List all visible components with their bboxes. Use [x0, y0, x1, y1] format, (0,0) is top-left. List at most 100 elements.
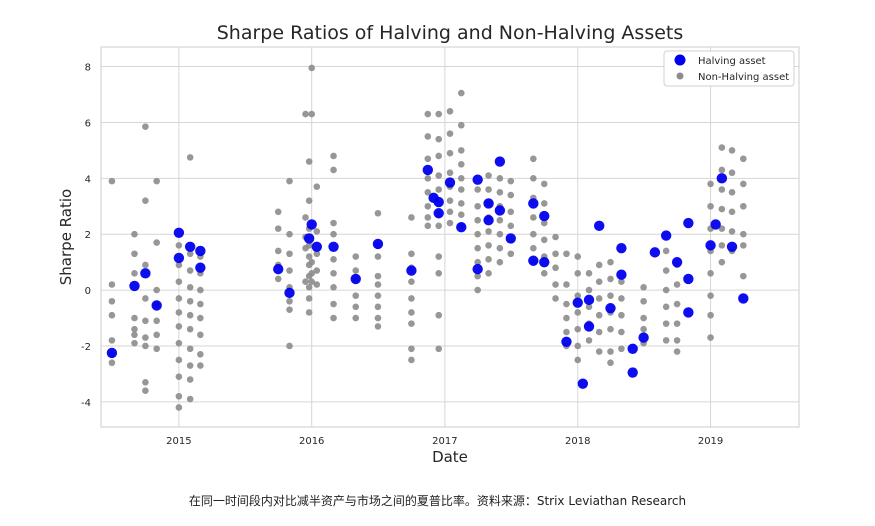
- halving-point: [561, 336, 572, 347]
- non-halving-point: [740, 155, 747, 163]
- non-halving-point: [457, 121, 465, 129]
- non-halving-point: [474, 216, 481, 224]
- non-halving-point: [507, 177, 515, 185]
- non-halving-point: [707, 334, 714, 341]
- halving-point: [726, 241, 738, 252]
- non-halving-point: [607, 258, 614, 266]
- y-tick-label: 8: [85, 63, 91, 74]
- non-halving-point: [618, 328, 625, 336]
- non-halving-point: [607, 359, 614, 367]
- non-halving-point: [330, 219, 337, 227]
- halving-point: [539, 210, 550, 222]
- non-halving-point: [197, 314, 204, 322]
- non-halving-point: [435, 222, 443, 230]
- non-halving-point: [305, 197, 313, 204]
- non-halving-point: [496, 258, 504, 266]
- x-tick-label: 2016: [299, 436, 324, 447]
- non-halving-point: [530, 230, 537, 238]
- non-halving-point: [186, 297, 194, 305]
- halving-point: [284, 287, 295, 299]
- non-halving-point: [552, 295, 559, 302]
- non-halving-point: [707, 202, 714, 210]
- non-halving-point: [424, 133, 432, 140]
- non-halving-point: [640, 283, 647, 291]
- x-tick-label: 2018: [565, 436, 590, 447]
- halving-point: [627, 343, 638, 354]
- halving-point: [738, 293, 749, 304]
- non-halving-point: [408, 250, 415, 258]
- halving-point: [505, 233, 516, 244]
- non-halving-point: [435, 110, 443, 118]
- non-halving-point: [595, 278, 603, 286]
- non-halving-point: [728, 188, 736, 196]
- non-halving-point: [574, 270, 582, 277]
- non-halving-point: [540, 236, 548, 244]
- non-halving-point: [175, 278, 183, 286]
- halving-point: [710, 219, 721, 230]
- legend-marker-halving: [674, 54, 686, 66]
- halving-point: [303, 233, 315, 244]
- halving-point: [483, 198, 494, 209]
- non-halving-point: [563, 281, 570, 288]
- non-halving-point: [108, 337, 116, 344]
- non-halving-point: [435, 152, 443, 160]
- halving-point: [683, 273, 694, 285]
- non-halving-point: [707, 270, 714, 277]
- non-halving-point: [673, 281, 681, 288]
- non-halving-point: [108, 297, 116, 305]
- non-halving-point: [197, 331, 204, 339]
- halving-point: [716, 173, 728, 184]
- y-tick-label: 2: [85, 230, 91, 241]
- y-tick-label: -4: [81, 398, 91, 409]
- non-halving-point: [707, 180, 714, 188]
- halving-point: [494, 205, 506, 216]
- non-halving-point: [175, 323, 183, 330]
- non-halving-point: [446, 197, 454, 204]
- y-tick-label: -2: [81, 342, 91, 353]
- non-halving-point: [308, 270, 316, 277]
- non-halving-point: [540, 219, 548, 227]
- non-halving-point: [175, 373, 183, 381]
- halving-point: [444, 177, 456, 188]
- non-halving-point: [131, 314, 138, 322]
- non-halving-point: [308, 110, 316, 118]
- halving-point: [184, 241, 196, 252]
- non-halving-point: [552, 250, 559, 258]
- non-halving-point: [485, 186, 492, 193]
- non-halving-point: [496, 188, 504, 196]
- non-halving-point: [153, 331, 160, 339]
- legend-marker-non-halving: [676, 72, 684, 80]
- non-halving-point: [308, 258, 316, 266]
- non-halving-point: [673, 337, 681, 344]
- legend: Halving asset Non-Halving asset: [663, 50, 795, 87]
- chart-title: Sharpe Ratios of Halving and Non-Halving…: [217, 22, 684, 44]
- non-halving-point: [305, 283, 313, 291]
- non-halving-point: [435, 186, 443, 193]
- non-halving-point: [607, 325, 614, 333]
- non-halving-point: [408, 309, 415, 316]
- halving-point: [649, 247, 661, 258]
- y-tick-label: 0: [85, 286, 91, 297]
- non-halving-point: [718, 144, 726, 151]
- non-halving-point: [424, 175, 432, 182]
- non-halving-point: [530, 244, 537, 252]
- non-halving-point: [496, 244, 504, 252]
- halving-point: [456, 222, 467, 233]
- x-axis-label: Date: [432, 448, 468, 466]
- non-halving-point: [435, 345, 443, 353]
- non-halving-point: [142, 261, 149, 269]
- non-halving-point: [496, 230, 504, 238]
- non-halving-point: [707, 292, 714, 299]
- non-halving-point: [408, 278, 415, 286]
- non-halving-point: [496, 216, 504, 224]
- non-halving-point: [305, 295, 313, 302]
- non-halving-point: [142, 123, 149, 130]
- non-halving-point: [446, 130, 454, 137]
- non-halving-point: [485, 256, 492, 263]
- non-halving-point: [618, 311, 625, 319]
- legend-box: [663, 50, 795, 87]
- non-halving-point: [574, 309, 582, 316]
- halving-point: [616, 269, 627, 280]
- non-halving-point: [552, 281, 559, 288]
- non-halving-point: [408, 214, 415, 221]
